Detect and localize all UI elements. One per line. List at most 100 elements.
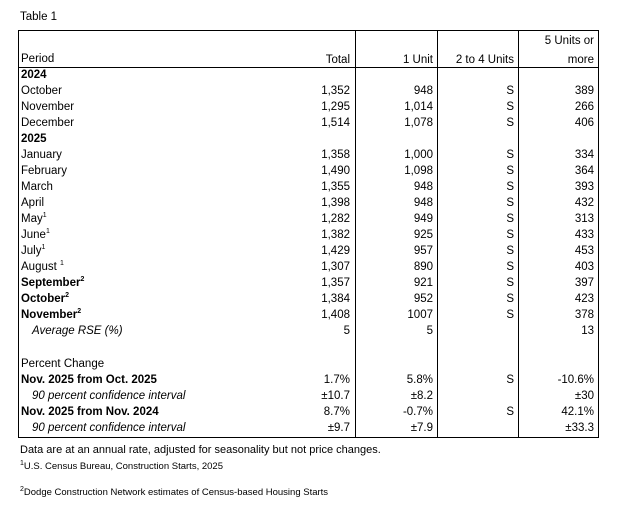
row-label: Percent Change — [21, 356, 104, 372]
cell: 1,014 — [404, 101, 433, 113]
period: July — [21, 245, 42, 257]
footnote-mark: 2 — [80, 276, 85, 283]
row-label: October — [21, 83, 62, 99]
row-label: Average RSE (%) — [32, 323, 123, 339]
cell: 453 — [574, 245, 594, 257]
footnote-mark: 2 — [77, 308, 82, 315]
row-label: April — [21, 195, 44, 211]
period: 2025 — [21, 133, 47, 145]
cell: 949 — [413, 213, 433, 225]
cell: 5 — [426, 325, 433, 337]
header: 2 to 4 Units — [455, 54, 514, 66]
period: November — [21, 101, 75, 113]
row-label: February — [21, 163, 67, 179]
title: Table 1 — [20, 11, 58, 23]
cell: S — [506, 117, 514, 129]
cell: 1,078 — [404, 117, 433, 129]
cell: 952 — [413, 293, 433, 305]
cell: 1,358 — [321, 149, 350, 161]
cell: S — [506, 85, 514, 97]
row-label: 2025 — [21, 131, 47, 147]
footnote-mark: 1 — [41, 244, 46, 251]
header: 1 Unit — [402, 54, 433, 66]
footnote-mark: 1 — [45, 228, 50, 235]
cell: 1.7% — [323, 374, 350, 386]
cell: 948 — [413, 181, 433, 193]
cell: 393 — [574, 181, 594, 193]
row-label: December — [21, 115, 74, 131]
cell: 432 — [574, 197, 594, 209]
cell: 423 — [574, 293, 594, 305]
cell: S — [506, 165, 514, 177]
cell: ±8.2 — [410, 390, 433, 402]
cell: 1,295 — [321, 101, 350, 113]
cell: S — [506, 261, 514, 273]
cell: ±10.7 — [321, 390, 350, 402]
cell: 378 — [574, 309, 594, 321]
row-label: March — [21, 179, 53, 195]
cell: S — [506, 374, 514, 386]
cell: S — [506, 197, 514, 209]
cell: 1,398 — [321, 197, 350, 209]
cell: 1,514 — [321, 117, 350, 129]
cell: 921 — [413, 277, 433, 289]
cell: S — [506, 309, 514, 321]
cell: 397 — [574, 277, 594, 289]
row-label: May1 — [21, 211, 47, 227]
row-label: June1 — [21, 227, 50, 243]
footnote-mark: 1 — [42, 212, 47, 219]
cell: 403 — [574, 261, 594, 273]
cell: S — [506, 406, 514, 418]
period: April — [21, 197, 45, 209]
period: June — [21, 229, 46, 241]
cell: -10.6% — [557, 374, 594, 386]
period: 90 percent confidence interval — [32, 390, 186, 402]
period: October — [21, 85, 62, 97]
cell: 406 — [574, 117, 594, 129]
footnote-text: Dodge Construction Network estimates of … — [23, 487, 329, 498]
footnote-mark: 2 — [20, 486, 24, 493]
header: Period — [21, 53, 55, 65]
cell: 1,000 — [404, 149, 433, 161]
rule — [18, 437, 599, 438]
cell: 13 — [581, 325, 594, 337]
period: Nov. 2025 from Oct. 2025 — [21, 374, 157, 386]
period: May — [21, 213, 43, 225]
cell: 334 — [574, 149, 594, 161]
footnote: 1U.S. Census Bureau, Construction Starts… — [20, 459, 223, 475]
row-label: November — [21, 99, 74, 115]
cell: S — [506, 245, 514, 257]
cell: 433 — [574, 229, 594, 241]
cell: 8.7% — [323, 406, 350, 418]
cell: 389 — [574, 85, 594, 97]
cell: 1,408 — [321, 309, 350, 321]
period: Nov. 2025 from Nov. 2024 — [21, 406, 159, 418]
header: Total — [325, 54, 350, 66]
cell: S — [506, 149, 514, 161]
rule — [18, 30, 19, 438]
footnote-mark: 1 — [60, 260, 64, 267]
row-label: August 1 — [21, 259, 64, 275]
rule — [18, 67, 599, 68]
cell: 1,490 — [321, 165, 350, 177]
period: 2024 — [21, 69, 47, 81]
period: 90 percent confidence interval — [32, 422, 186, 434]
cell: S — [506, 101, 514, 113]
cell: 1,384 — [321, 293, 350, 305]
row-label: November2 — [21, 307, 81, 323]
period: February — [21, 165, 68, 177]
cell: 1,098 — [404, 165, 433, 177]
footnote-mark: 2 — [65, 292, 69, 299]
cell: 1,357 — [321, 277, 350, 289]
cell: 1,307 — [321, 261, 350, 273]
period: September — [21, 277, 81, 289]
period: Percent Change — [21, 358, 105, 370]
cell: -0.7% — [402, 406, 433, 418]
cell: 1007 — [407, 309, 433, 321]
row-label: 90 percent confidence interval — [32, 420, 185, 436]
period: October — [21, 293, 66, 305]
cell: 1,282 — [321, 213, 350, 225]
row-label: January — [21, 147, 62, 163]
row-label: July1 — [21, 243, 45, 259]
row-label: October2 — [21, 291, 69, 307]
